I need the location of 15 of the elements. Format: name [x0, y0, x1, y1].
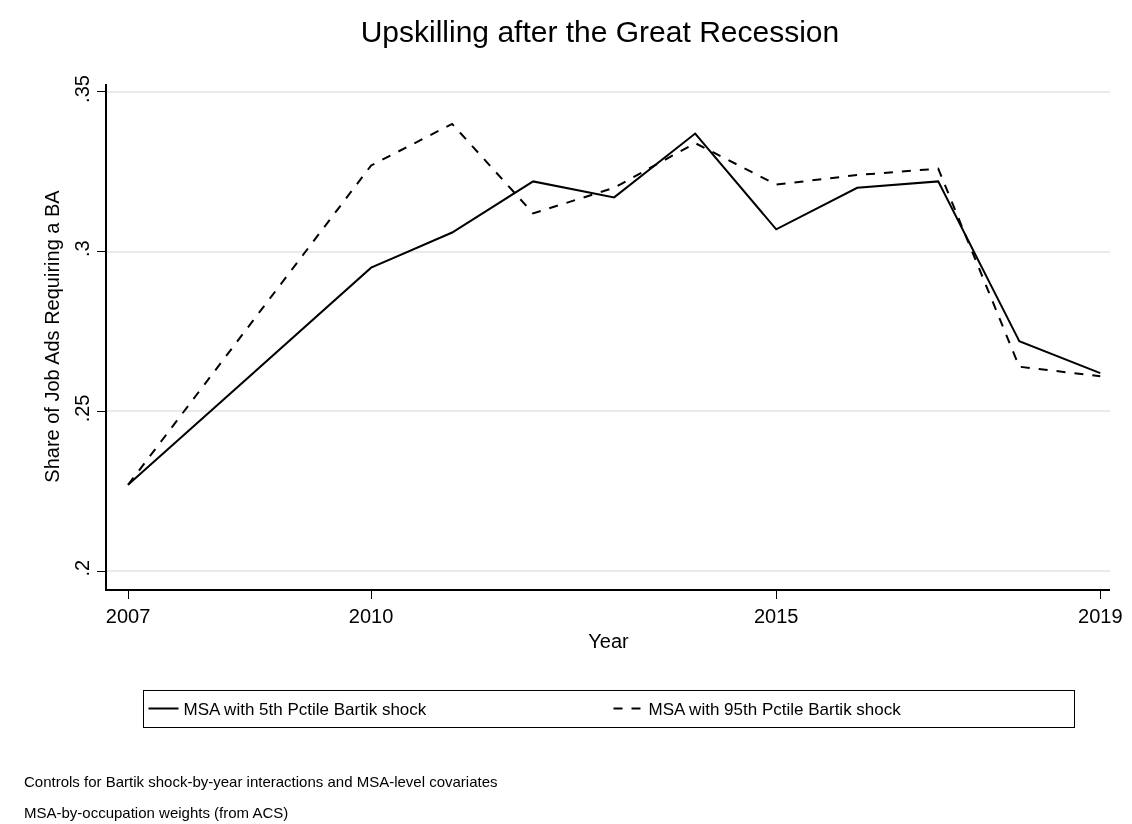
y-tick-label: .3: [71, 240, 94, 258]
text: Controls for Bartik shock-by-year interactions and MSA-level covariates: [24, 773, 498, 790]
x-tick-label: 2007: [105, 604, 151, 627]
y-tick-label: .25: [71, 394, 94, 423]
legend-label: MSA with 95th Pctile Bartik shock: [648, 700, 902, 720]
x-axis-title: Year: [588, 629, 630, 652]
x-tick-label: 2010: [348, 604, 394, 627]
y-axis-title: Share of Job Ads Requiring a BA: [41, 189, 64, 483]
legend-label: MSA with 5th Pctile Bartik shock: [183, 700, 427, 720]
x-tick-label: 2019: [1078, 604, 1123, 627]
y-tick-label: .35: [71, 75, 94, 103]
y-tick-label: .2: [71, 559, 94, 577]
text: MSA-by-occupation weights (from ACS): [24, 804, 289, 821]
chart-title: Upskilling after the Great Recession: [360, 14, 840, 48]
x-tick-label: 2015: [753, 604, 799, 627]
